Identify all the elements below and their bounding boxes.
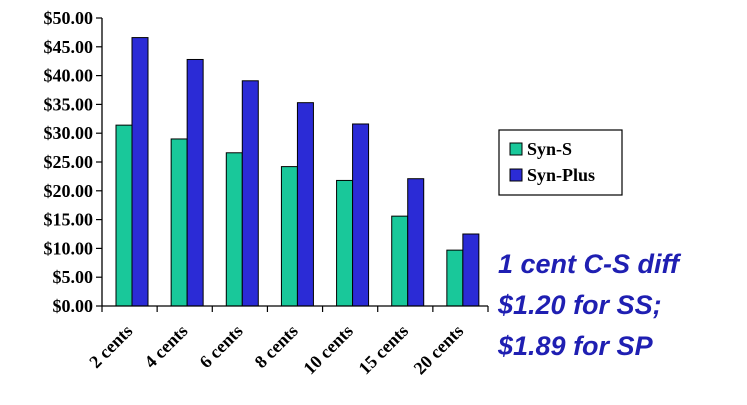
y-tick-label: $30.00 (44, 123, 94, 143)
x-category-label: 15 cents (354, 321, 412, 379)
bar-syn-s-1 (170, 138, 188, 307)
y-tick-label: $25.00 (44, 152, 94, 172)
y-tick-label: $5.00 (53, 267, 94, 287)
bar-syn-s-0 (115, 124, 133, 307)
legend: Syn-S Syn-Plus (498, 129, 623, 196)
y-tick-label: $10.00 (44, 238, 94, 258)
legend-swatch (509, 142, 523, 156)
legend-box (498, 129, 623, 196)
x-category-label: 6 cents (195, 321, 246, 372)
bar-syn-s-2 (225, 152, 243, 307)
y-tick-label: $35.00 (44, 94, 94, 114)
x-category-label: 2 cents (85, 321, 136, 372)
bar-syn-plus-2 (241, 80, 259, 307)
x-category-label: 4 cents (140, 321, 191, 372)
y-tick-label: $40.00 (44, 66, 94, 86)
bar-syn-plus-6 (462, 233, 480, 307)
bar-syn-s-3 (280, 166, 298, 307)
bar-syn-s-4 (336, 179, 354, 307)
bar-syn-plus-1 (186, 58, 204, 307)
annotation-text: 1 cent C-S diff $1.20 for SS; $1.89 for … (498, 244, 743, 367)
y-tick-label: $15.00 (44, 210, 94, 230)
legend-label: Syn-Plus (527, 165, 595, 185)
x-category-label: 10 cents (299, 321, 357, 379)
annotation-line-3: $1.89 for SP (498, 331, 653, 361)
bars-layer (115, 37, 480, 307)
bar-syn-s-6 (446, 249, 464, 307)
y-tick-label: $20.00 (44, 181, 94, 201)
legend-label: Syn-S (527, 139, 572, 159)
bar-syn-s-5 (391, 215, 409, 307)
bar-syn-plus-5 (407, 178, 425, 307)
bar-syn-plus-3 (296, 102, 314, 307)
annotation-line-1: 1 cent C-S diff (498, 249, 680, 279)
x-category-label: 8 cents (251, 321, 302, 372)
legend-swatch (509, 168, 523, 182)
annotation-line-2: $1.20 for SS; (498, 290, 662, 320)
bar-syn-plus-0 (131, 37, 149, 307)
bar-syn-plus-4 (352, 123, 370, 307)
y-tick-label: $45.00 (44, 37, 94, 57)
x-category-label: 20 cents (410, 321, 468, 379)
y-tick-label: $0.00 (53, 296, 94, 316)
y-tick-label: $50.00 (44, 8, 94, 28)
